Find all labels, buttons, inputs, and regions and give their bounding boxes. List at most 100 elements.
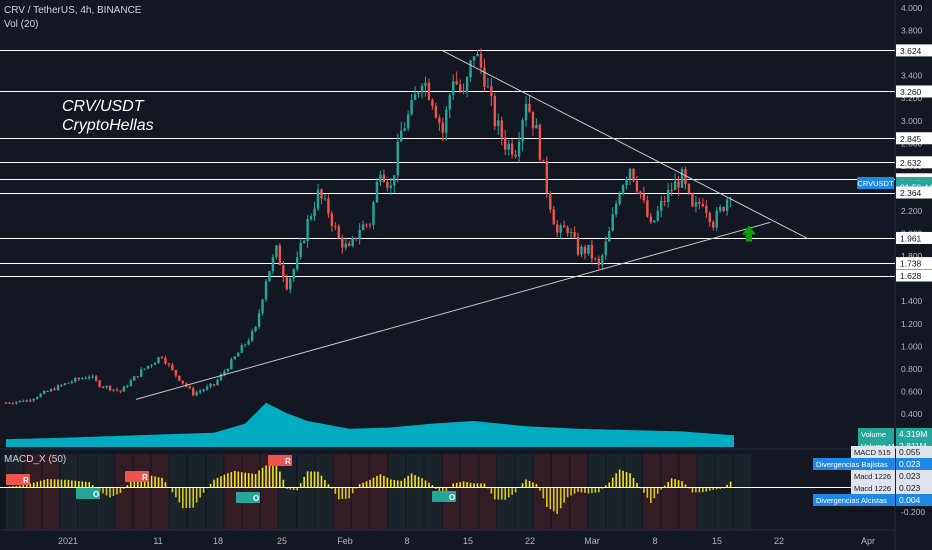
horizontal-levels <box>0 50 895 277</box>
candle-body <box>261 299 264 314</box>
candle-body <box>153 362 157 365</box>
macd-histogram-bar <box>105 487 108 496</box>
candle-body <box>18 400 22 402</box>
macd-histogram-bar <box>109 487 111 498</box>
macd-histogram-bar <box>674 479 676 487</box>
candle-body <box>393 175 396 186</box>
candle-body <box>119 390 122 392</box>
candle-body <box>341 237 344 248</box>
candle-body <box>677 181 680 188</box>
macd-histogram-bar <box>611 477 614 487</box>
candle-body <box>53 388 56 391</box>
candle-body <box>424 82 427 86</box>
macd-histogram-bar <box>542 487 545 499</box>
candle-body <box>611 214 614 231</box>
candle-body <box>465 77 469 93</box>
macd-histogram-bar <box>130 481 132 487</box>
candle-body <box>299 242 302 258</box>
signal-marker-label: R <box>23 476 29 485</box>
macd-histogram-bar <box>265 465 267 487</box>
macd-histogram-bar <box>653 487 656 499</box>
macd-histogram-bar <box>563 487 565 503</box>
candle-body <box>167 363 171 365</box>
candle-body <box>150 364 153 366</box>
candle-body <box>445 109 448 133</box>
candle-body <box>174 370 178 376</box>
candlesticks <box>4 48 732 405</box>
macd-histogram-bar <box>74 480 77 487</box>
macd-label-name-bg <box>851 482 895 494</box>
macd-histogram-bar <box>549 487 552 510</box>
candle-body <box>701 203 705 207</box>
candle-body <box>164 357 167 364</box>
macd-histogram-bar <box>78 481 80 487</box>
macd-histogram-bar <box>712 487 715 490</box>
macd-background-band <box>388 454 406 530</box>
macd-histogram-bar <box>656 487 659 494</box>
macd-histogram-bar <box>178 487 181 503</box>
macd-histogram-bar <box>369 479 371 487</box>
y-tick-label: 1.400 <box>901 296 923 306</box>
candle-body <box>250 331 254 341</box>
y-tick-label: 3.400 <box>901 71 923 81</box>
macd-histogram-bar <box>365 481 368 487</box>
macd-histogram-bar <box>32 482 35 487</box>
candle-body <box>545 161 549 193</box>
candle-body <box>614 203 618 215</box>
macd-histogram-bar <box>202 487 205 493</box>
price-tag <box>896 44 932 57</box>
price-tag-label: 1.738 <box>900 259 922 269</box>
candle-body <box>694 201 698 207</box>
macd-histogram-bar <box>663 485 666 487</box>
candle-body <box>244 344 247 346</box>
macd-histogram-bar <box>254 473 257 487</box>
macd-histogram-bar <box>556 487 559 514</box>
macd-histogram-bar <box>459 482 461 487</box>
candle-body <box>36 397 39 399</box>
candle-body <box>237 352 240 357</box>
macd-histogram-bar <box>258 470 260 487</box>
candle-body <box>254 326 257 332</box>
candle-body <box>351 237 354 246</box>
macd-histogram-bar <box>348 487 351 499</box>
candle-body <box>441 122 445 133</box>
candle-body <box>29 400 32 402</box>
candle-body <box>157 357 160 363</box>
volume-name-tag <box>858 428 894 440</box>
macd-histogram-bar <box>15 485 18 487</box>
macd-histogram-bar <box>234 471 236 487</box>
macd-histogram-bar <box>580 487 583 493</box>
macd-histogram-bar <box>320 475 323 487</box>
candle-body <box>628 168 632 180</box>
price-tag <box>896 231 932 244</box>
candle-body <box>365 224 368 226</box>
macd-histogram-bar <box>227 473 229 487</box>
candle-body <box>524 103 528 121</box>
macd-histogram-bar <box>594 487 597 493</box>
macd-histogram-bar <box>570 487 572 496</box>
candle-body <box>223 371 226 375</box>
candle-body <box>528 103 531 112</box>
y-tick-label: 3.800 <box>901 26 923 36</box>
macd-histogram-bar <box>573 487 576 494</box>
macd-histogram-bar <box>338 487 340 500</box>
macd-histogram-bar <box>504 487 507 500</box>
macd-background-band <box>60 454 78 530</box>
candle-body <box>8 402 11 404</box>
macd-histogram-bar <box>199 487 201 498</box>
macd-label-value-bg <box>896 458 932 470</box>
candle-body <box>718 207 722 211</box>
candle-body <box>500 120 503 138</box>
macd-background-band <box>169 454 187 530</box>
y-tick-label: 0.600 <box>901 386 923 396</box>
macd-histogram-bar <box>71 480 73 487</box>
macd-histogram-bar <box>726 484 728 487</box>
macd-histogram-bar <box>43 479 45 487</box>
candle-body <box>323 198 327 200</box>
macd-histogram-bar <box>275 464 278 487</box>
macd-histogram-bar <box>29 483 32 487</box>
candle-body <box>178 375 181 381</box>
macd-histogram-bar <box>559 487 562 509</box>
macd-histogram-bar <box>629 473 631 487</box>
macd-histogram-bar <box>310 471 312 487</box>
